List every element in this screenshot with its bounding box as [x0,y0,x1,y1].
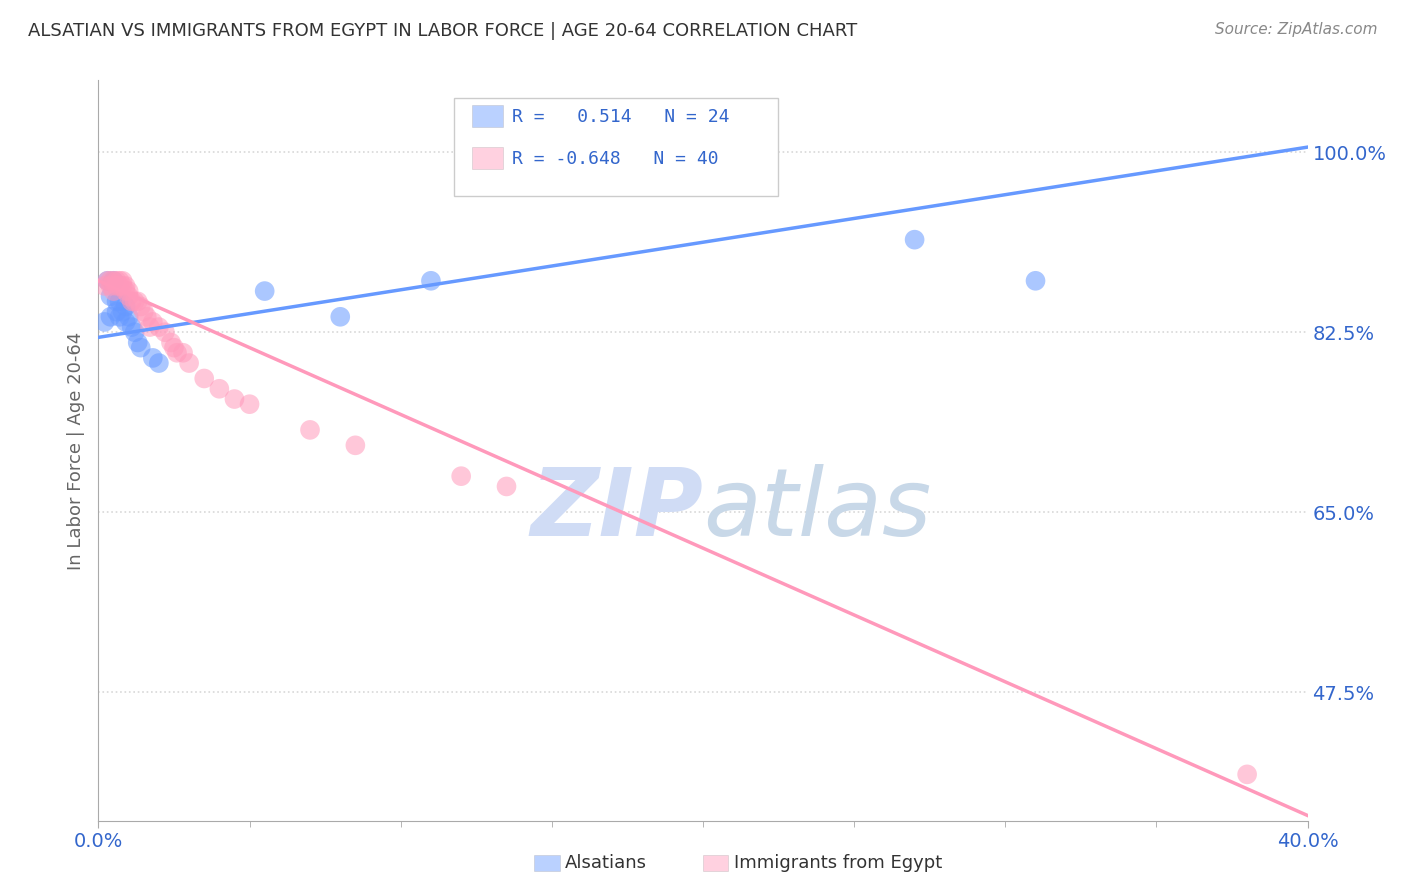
Point [111,304,134,318]
Point [450,469,472,483]
Point [129,300,152,314]
Text: Source: ZipAtlas.com: Source: ZipAtlas.com [1215,22,1378,37]
Point [118,310,141,324]
Point [419,274,441,288]
Point [105,304,128,318]
Point [135,310,157,324]
Point [239,397,262,411]
Point [1024,274,1046,288]
Point [495,479,517,493]
Point [105,294,128,309]
Point [163,341,186,355]
Point [344,438,367,452]
Point [904,233,927,247]
Text: R = -0.648   N = 40: R = -0.648 N = 40 [512,150,718,168]
Point [193,371,215,385]
Text: R =   0.514   N = 24: R = 0.514 N = 24 [512,108,730,126]
Point [103,284,125,298]
Point [100,310,122,324]
Point [124,325,146,339]
Point [118,284,141,298]
Point [329,310,352,324]
Point [127,294,149,309]
Point [124,294,146,309]
Point [111,279,134,293]
Point [142,351,165,365]
Point [129,341,152,355]
Point [108,294,131,309]
Point [160,335,183,350]
Point [139,320,162,334]
Text: Immigrants from Egypt: Immigrants from Egypt [734,854,942,871]
Y-axis label: In Labor Force | Age 20-64: In Labor Force | Age 20-64 [66,331,84,570]
Text: ZIP: ZIP [530,464,703,556]
Point [96,274,118,288]
Point [118,289,141,303]
Point [1236,767,1258,781]
Point [299,423,322,437]
Point [208,382,231,396]
Point [114,315,136,329]
Text: ALSATIAN VS IMMIGRANTS FROM EGYPT IN LABOR FORCE | AGE 20-64 CORRELATION CHART: ALSATIAN VS IMMIGRANTS FROM EGYPT IN LAB… [28,22,858,40]
Point [253,284,276,298]
Point [177,356,201,370]
Point [100,274,122,288]
Point [93,315,115,329]
Text: Alsatians: Alsatians [565,854,647,871]
Point [100,279,122,293]
Point [132,304,155,318]
Point [153,325,176,339]
Point [96,274,118,288]
Point [111,274,134,288]
Point [172,345,194,359]
Point [148,356,170,370]
Point [127,335,149,350]
Point [108,279,131,293]
Point [105,279,128,293]
Point [108,274,131,288]
Point [103,274,125,288]
Point [114,279,136,293]
Point [103,274,125,288]
Point [114,300,136,314]
Point [121,320,143,334]
Point [121,294,143,309]
Point [93,279,115,293]
Point [148,320,170,334]
Point [100,289,122,303]
Point [108,310,131,324]
Text: atlas: atlas [703,464,931,555]
Point [114,284,136,298]
Point [224,392,246,406]
Point [105,274,128,288]
Point [142,315,165,329]
Point [166,345,188,359]
